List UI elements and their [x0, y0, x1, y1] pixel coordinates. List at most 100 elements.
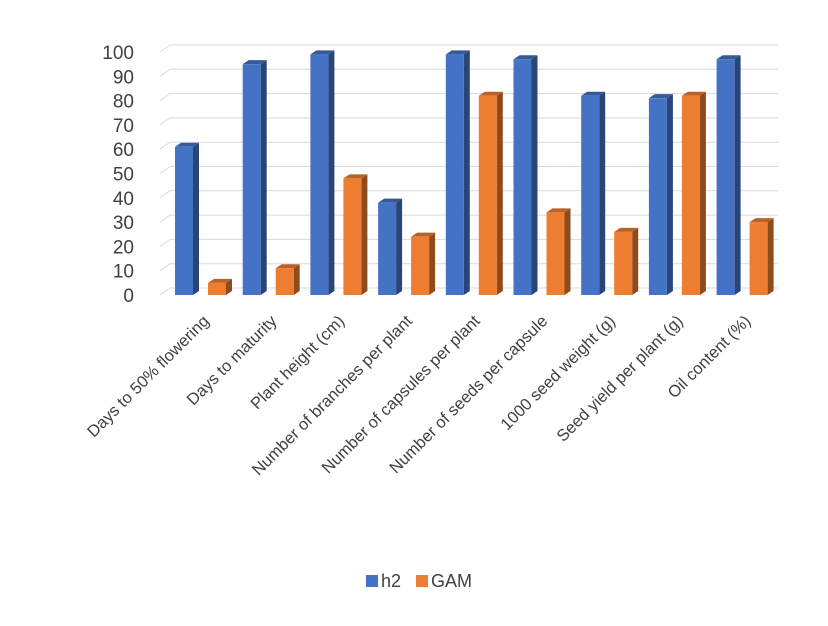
bar-front	[242, 64, 261, 296]
y-tick-label: 40	[113, 189, 134, 210]
legend-item-gam: GAM	[416, 571, 472, 591]
bar-side	[293, 264, 300, 295]
bar-front	[175, 146, 193, 295]
bar-side	[599, 91, 606, 296]
bar-gam	[343, 174, 368, 295]
bar-top	[343, 174, 368, 179]
bar-h2	[716, 55, 741, 295]
gridline-side	[159, 263, 171, 272]
bar-side	[564, 208, 571, 295]
gridline-side	[159, 190, 171, 199]
bar-front	[681, 95, 700, 296]
bar-top	[648, 94, 673, 99]
gridline-side	[159, 287, 171, 296]
bar-side	[531, 55, 538, 295]
bar-side	[463, 50, 470, 296]
bar-top	[310, 50, 335, 55]
legend: h2 GAM	[366, 571, 472, 591]
bar-h2	[242, 60, 267, 296]
bar-top	[445, 50, 470, 55]
bar-h2	[581, 91, 606, 296]
bar-gam	[681, 91, 706, 296]
gridline-side	[159, 166, 171, 174]
bar-gam	[749, 218, 774, 295]
y-tick-label: 100	[102, 43, 134, 64]
bar-h2	[445, 50, 470, 296]
bar-h2	[648, 94, 673, 295]
bar-side	[226, 278, 232, 295]
y-tick-label: 90	[113, 67, 134, 88]
bar-front	[716, 59, 735, 295]
legend-label: GAM	[431, 571, 472, 591]
bar-top	[478, 91, 503, 96]
bar-front	[581, 95, 600, 296]
gridline-side	[159, 117, 171, 126]
gridline-side	[159, 141, 171, 150]
bar-h2	[378, 198, 403, 295]
y-tick-label: 50	[113, 165, 134, 186]
gridlines	[159, 44, 778, 296]
bar-gam	[478, 91, 503, 296]
bar-front	[546, 212, 565, 295]
bar-front	[648, 98, 667, 295]
y-tick-label: 30	[113, 213, 134, 234]
y-tick-label: 80	[113, 92, 134, 113]
bar-side	[699, 91, 706, 296]
bar-front	[275, 268, 294, 295]
bar-top	[175, 142, 199, 147]
bar-top	[716, 55, 741, 60]
bar-side	[734, 55, 741, 295]
legend-swatch	[416, 575, 428, 587]
bar-front	[749, 222, 768, 295]
bar-gam	[275, 264, 300, 295]
bar-gam	[614, 227, 639, 295]
bar-side	[260, 60, 267, 296]
bar-front	[310, 54, 329, 296]
gridline-side	[159, 93, 171, 102]
bar-side	[429, 232, 436, 295]
x-tick-label: Days to 50% flowering	[84, 312, 213, 441]
gridline-side	[159, 214, 171, 223]
bar-h2	[310, 50, 335, 296]
y-tick-label: 20	[113, 237, 134, 258]
gridline-side	[159, 238, 171, 247]
bar-front	[478, 95, 497, 296]
bar-side	[496, 91, 503, 296]
legend-swatch	[366, 575, 378, 587]
gridline-side	[159, 44, 171, 53]
bar-side	[193, 142, 199, 295]
bar-front	[343, 178, 362, 295]
y-tick-label: 0	[123, 286, 134, 307]
legend-label: h2	[381, 571, 401, 591]
bar-top	[242, 60, 267, 65]
legend-item-h2: h2	[366, 571, 401, 591]
bar-front	[411, 236, 430, 295]
x-tick-label: Seed yield per plant (g)	[553, 312, 686, 445]
x-tick-label: 1000 seed weight (g)	[497, 312, 619, 434]
bar-h2	[175, 142, 199, 295]
bar-top	[681, 91, 706, 96]
bar-top	[614, 227, 639, 232]
bar-side	[361, 174, 368, 295]
bar-front	[614, 231, 633, 295]
y-tick-label: 70	[113, 116, 134, 137]
bar-front	[378, 202, 397, 295]
bar-top	[208, 278, 232, 283]
y-axis-ticks: 0 10 20 30 40 50 60 70 80 90 100	[102, 43, 134, 307]
bar-top	[581, 91, 606, 96]
bar-front	[445, 54, 464, 296]
bar-top	[275, 264, 300, 269]
y-tick-label: 10	[113, 262, 134, 283]
bar-h2	[513, 55, 538, 295]
bar-top	[546, 208, 571, 213]
gridline-side	[159, 68, 171, 77]
bar-side	[666, 94, 673, 295]
bar-side	[396, 198, 403, 295]
bar-gam	[546, 208, 571, 295]
bar-gam	[208, 278, 232, 295]
bar-side	[328, 50, 335, 296]
bar-top	[513, 55, 538, 60]
